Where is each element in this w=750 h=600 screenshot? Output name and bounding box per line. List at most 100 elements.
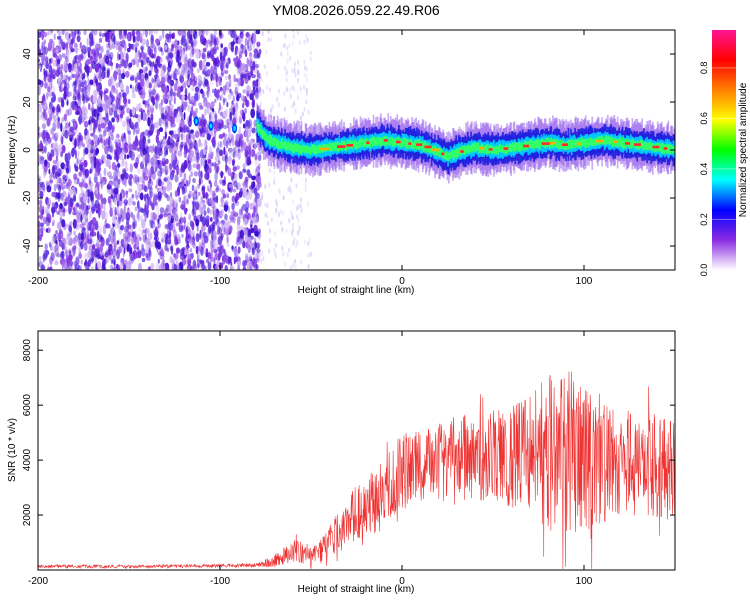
noise-blob (216, 184, 220, 192)
noise-blob (99, 137, 104, 143)
noise-blob (188, 138, 193, 144)
noise-blob (142, 30, 146, 36)
noise-blob (249, 139, 254, 146)
noise-blob (202, 47, 207, 53)
noise-blob (231, 245, 235, 253)
noise-blob (136, 103, 140, 110)
noise-blob (45, 55, 48, 62)
noise-blob (131, 93, 136, 99)
noise-blob (200, 88, 204, 95)
noise-blob (242, 240, 246, 249)
noise-blob (128, 133, 131, 144)
noise-blob (206, 123, 209, 134)
noise-blob (153, 228, 158, 236)
noise-blob (103, 156, 107, 164)
sparse-blob (274, 230, 277, 236)
noise-blob (148, 247, 151, 257)
noise-blob (94, 54, 99, 64)
noise-blob (82, 45, 86, 53)
noise-blob (160, 108, 164, 119)
sparse-blob (290, 177, 293, 183)
noise-blob (73, 207, 76, 212)
noise-blob (111, 84, 115, 90)
noise-blob (123, 104, 126, 109)
noise-blob (85, 86, 88, 96)
noise-blob (51, 221, 55, 226)
sparse-blob (304, 72, 307, 78)
noise-blob (200, 33, 205, 42)
noise-blob (169, 171, 174, 181)
noise-blob (116, 240, 120, 245)
noise-blob (213, 60, 217, 66)
noise-blob (46, 91, 49, 100)
noise-blob (207, 91, 211, 98)
noise-blob (125, 85, 130, 95)
noise-blob (204, 139, 208, 149)
noise-blob (131, 30, 136, 38)
noise-blob (173, 199, 178, 208)
noise-blob (71, 186, 76, 196)
noise-blob (103, 92, 106, 98)
noise-blob (157, 178, 162, 187)
noise-blob (253, 216, 258, 224)
noise-blob (207, 185, 210, 192)
noise-blob (167, 65, 171, 72)
noise-blob (89, 169, 92, 174)
sparse-blob (288, 184, 291, 190)
noise-blob (77, 97, 82, 107)
noise-blob (238, 115, 242, 123)
noise-blob (236, 230, 240, 237)
noise-blob (153, 30, 158, 35)
sparse-blob (301, 111, 304, 117)
noise-blob (189, 248, 193, 253)
noise-blob (73, 42, 78, 48)
noise-blob (88, 143, 91, 153)
noise-blob (126, 227, 129, 233)
noise-blob (140, 208, 145, 214)
noise-blob (257, 197, 262, 208)
noise-blob (109, 61, 114, 67)
noise-blob (254, 64, 260, 68)
noise-blob (179, 248, 185, 256)
noise-blob (49, 58, 52, 63)
noise-blob (56, 192, 61, 200)
sparse-blob (291, 103, 294, 109)
noise-blob (107, 171, 112, 178)
noise-blob (224, 213, 228, 221)
noise-blob (114, 197, 118, 206)
noise-blob (241, 95, 246, 102)
noise-blob (144, 233, 147, 241)
noise-blob (129, 76, 135, 81)
noise-blob (107, 139, 110, 150)
noise-blob (104, 210, 108, 221)
noise-blob (223, 50, 228, 57)
noise-blob (99, 243, 104, 253)
noise-blob (38, 175, 42, 182)
noise-blob (149, 232, 153, 240)
noise-blob (207, 261, 212, 270)
noise-blob (53, 183, 57, 192)
noise-blob (123, 199, 128, 205)
noise-blob (150, 107, 154, 114)
noise-blob (91, 48, 96, 57)
noise-blob (89, 55, 94, 61)
noise-blob (65, 109, 70, 117)
noise-blob (129, 163, 133, 173)
noise-blob (123, 263, 127, 270)
sparse-blob (267, 37, 270, 42)
sparse-blob (280, 51, 283, 57)
noise-blob (234, 108, 238, 118)
noise-blob (73, 173, 78, 180)
noise-blob (164, 244, 169, 251)
noise-blob (242, 98, 247, 105)
noise-blob (172, 92, 177, 97)
sparse-blob (304, 239, 307, 245)
noise-blob (221, 70, 224, 76)
noise-blob (38, 103, 42, 113)
noise-blob (204, 191, 209, 200)
noise-blob (143, 184, 147, 192)
noise-blob (65, 42, 68, 50)
noise-blob (177, 30, 183, 36)
noise-blob (151, 171, 156, 181)
noise-blob (190, 239, 195, 247)
